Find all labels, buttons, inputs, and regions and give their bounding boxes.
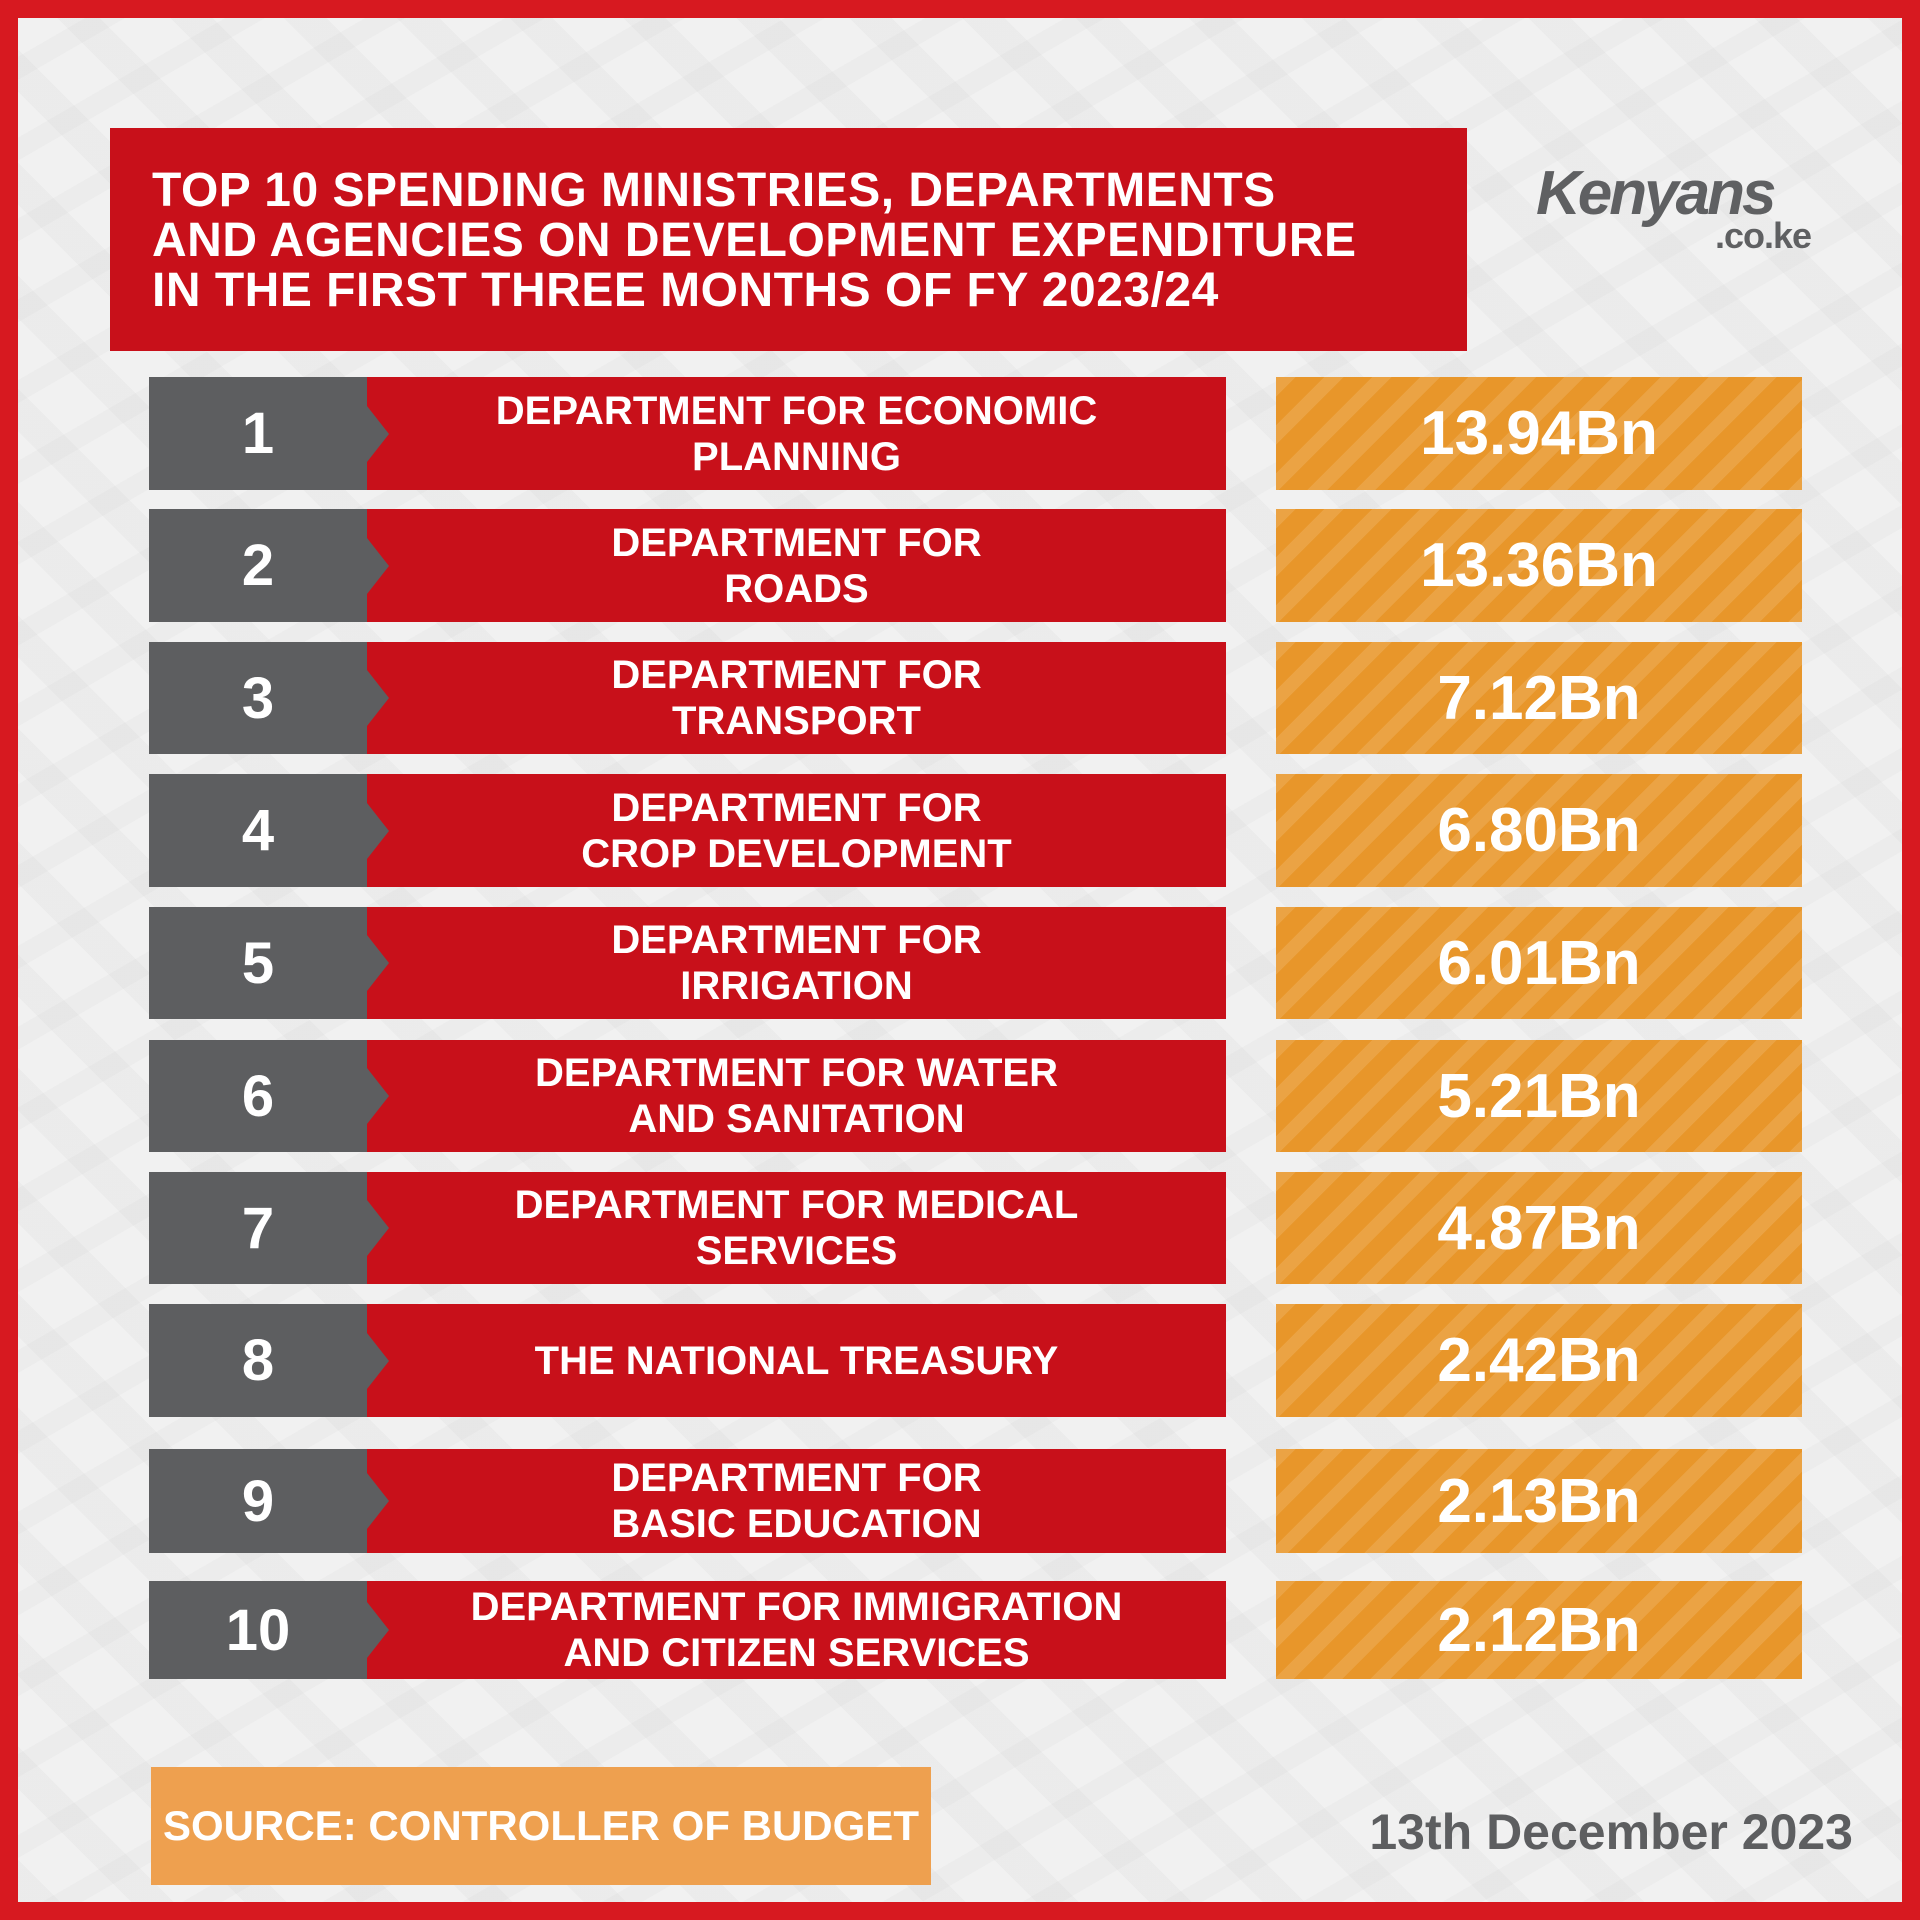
table-row: 8 THE NATIONAL TREASURY 2.42Bn <box>149 1304 1802 1417</box>
table-row: 7 DEPARTMENT FOR MEDICAL SERVICES 4.87Bn <box>149 1172 1802 1284</box>
table-row: 2 DEPARTMENT FOR ROADS 13.36Bn <box>149 509 1802 622</box>
entity-name: DEPARTMENT FOR IRRIGATION <box>367 907 1226 1019</box>
entity-name: DEPARTMENT FOR TRANSPORT <box>367 642 1226 754</box>
table-row: 1 DEPARTMENT FOR ECONOMIC PLANNING 13.94Bn <box>149 377 1802 490</box>
entity-name-line: PLANNING <box>692 434 901 479</box>
entity-name: DEPARTMENT FOR IMMIGRATION AND CITIZEN SE… <box>367 1581 1226 1679</box>
kenyans-logo: Kenyans .co.ke <box>1536 159 1812 257</box>
rank-number: 6 <box>149 1040 367 1152</box>
date-label: 13th December 2023 <box>1369 1804 1853 1860</box>
rank-number: 10 <box>149 1581 367 1679</box>
expenditure-value: 13.94Bn <box>1276 377 1802 490</box>
arrow-pointer-icon <box>367 1332 389 1389</box>
entity-name-line: AND SANITATION <box>628 1097 965 1141</box>
entity-name-line: DEPARTMENT FOR ECONOMIC <box>495 388 1098 433</box>
entity-name-line: DEPARTMENT FOR <box>611 785 982 830</box>
table-row: 6 DEPARTMENT FOR WATER AND SANITATION 5.21B… <box>149 1040 1802 1152</box>
entity-name: DEPARTMENT FOR ECONOMIC PLANNING <box>367 377 1226 490</box>
title-line: IN THE FIRST THREE MONTHS OF FY 2023/24 <box>152 264 1219 317</box>
table-row: 5 DEPARTMENT FOR IRRIGATION 6.01Bn <box>149 907 1802 1019</box>
entity-name-line: DEPARTMENT FOR <box>611 1456 982 1500</box>
entity-name: DEPARTMENT FOR MEDICAL SERVICES <box>367 1172 1226 1284</box>
arrow-pointer-icon <box>367 537 389 594</box>
entity-name: DEPARTMENT FOR WATER AND SANITATION <box>367 1040 1226 1152</box>
table-row: 10 DEPARTMENT FOR IMMIGRATION AND CITIZEN … <box>149 1581 1802 1679</box>
logo-sub: .co.ke <box>1714 215 1812 256</box>
entity-name-line: ROADS <box>724 566 869 611</box>
entity-name: THE NATIONAL TREASURY <box>367 1304 1226 1417</box>
entity-name-line: DEPARTMENT FOR <box>611 918 982 962</box>
entity-name-line: BASIC EDUCATION <box>611 1502 982 1546</box>
table-row: 9 DEPARTMENT FOR BASIC EDUCATION 2.13Bn <box>149 1449 1802 1553</box>
expenditure-value: 7.12Bn <box>1276 642 1802 754</box>
title-line: AND AGENCIES ON DEVELOPMENT EXPENDITURE <box>152 214 1357 267</box>
entity-name-line: THE NATIONAL TREASURY <box>534 1338 1059 1383</box>
entity-name-line: DEPARTMENT FOR IMMIGRATION <box>470 1585 1123 1629</box>
entity-name-line: IRRIGATION <box>680 964 913 1008</box>
logo-main: Kenyans <box>1536 159 1776 228</box>
arrow-pointer-icon <box>367 1473 389 1529</box>
entity-name-line: DEPARTMENT FOR <box>611 653 982 697</box>
arrow-pointer-icon <box>367 802 389 859</box>
title-line: TOP 10 SPENDING MINISTRIES, DEPARTMENTS <box>152 164 1276 217</box>
entity-name-line: SERVICES <box>695 1229 898 1273</box>
expenditure-value: 2.12Bn <box>1276 1581 1802 1679</box>
arrow-pointer-icon <box>367 1068 389 1124</box>
expenditure-value: 4.87Bn <box>1276 1172 1802 1284</box>
expenditure-value: 13.36Bn <box>1276 509 1802 622</box>
entity-name-line: DEPARTMENT FOR WATER <box>535 1051 1058 1095</box>
rank-number: 2 <box>149 509 367 622</box>
expenditure-value: 6.80Bn <box>1276 774 1802 887</box>
infographic-canvas: TOP 10 SPENDING MINISTRIES, DEPARTMENTS … <box>18 18 1902 1902</box>
table-row: 4 DEPARTMENT FOR CROP DEVELOPMENT 6.80Bn <box>149 774 1802 887</box>
rank-number: 9 <box>149 1449 367 1553</box>
entity-name: DEPARTMENT FOR BASIC EDUCATION <box>367 1449 1226 1553</box>
arrow-pointer-icon <box>367 1602 389 1658</box>
rank-number: 1 <box>149 377 367 490</box>
table-row: 3 DEPARTMENT FOR TRANSPORT 7.12Bn <box>149 642 1802 754</box>
entity-name: DEPARTMENT FOR CROP DEVELOPMENT <box>367 774 1226 887</box>
rank-number: 3 <box>149 642 367 754</box>
expenditure-value: 2.13Bn <box>1276 1449 1802 1553</box>
arrow-pointer-icon <box>367 935 389 991</box>
entity-name-line: DEPARTMENT FOR <box>611 520 982 565</box>
rank-number: 5 <box>149 907 367 1019</box>
entity-name-line: TRANSPORT <box>672 699 921 743</box>
entity-name-line: CROP DEVELOPMENT <box>581 831 1012 876</box>
expenditure-value: 6.01Bn <box>1276 907 1802 1019</box>
entity-name: DEPARTMENT FOR ROADS <box>367 509 1226 622</box>
arrow-pointer-icon <box>367 1200 389 1256</box>
rank-number: 4 <box>149 774 367 887</box>
expenditure-value: 5.21Bn <box>1276 1040 1802 1152</box>
expenditure-value: 2.42Bn <box>1276 1304 1802 1417</box>
entity-name-line: AND CITIZEN SERVICES <box>563 1631 1030 1675</box>
arrow-pointer-icon <box>367 405 389 462</box>
entity-name-line: DEPARTMENT FOR MEDICAL <box>514 1183 1079 1227</box>
arrow-pointer-icon <box>367 670 389 726</box>
rank-number: 8 <box>149 1304 367 1417</box>
title-banner: TOP 10 SPENDING MINISTRIES, DEPARTMENTS … <box>110 128 1467 351</box>
rank-number: 7 <box>149 1172 367 1284</box>
source-label: SOURCE: CONTROLLER OF BUDGET <box>151 1767 931 1885</box>
